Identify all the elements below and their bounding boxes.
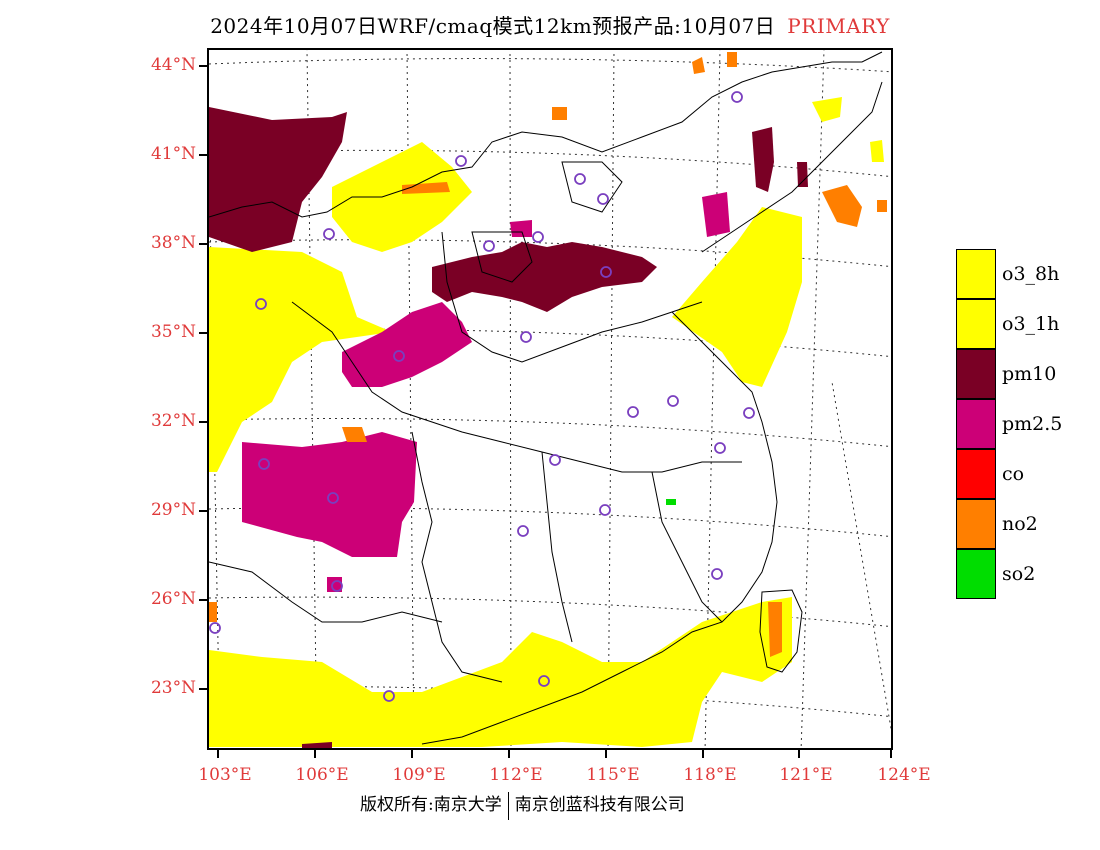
lat-tick	[199, 510, 207, 512]
station-markers	[209, 91, 755, 702]
legend-swatch	[956, 549, 996, 599]
lon-tick	[798, 750, 800, 758]
no2-regions	[209, 52, 887, 657]
legend: o3_8h o3_1h pm10 pm2.5 co no2 so2	[956, 249, 1082, 599]
legend-label: no2	[1002, 513, 1038, 535]
map-title: 2024年10月07日WRF/cmaq模式12km预报产品:10月07日 PRIM…	[0, 10, 1100, 39]
boundaries	[209, 51, 883, 745]
so2-regions	[666, 499, 676, 505]
lon-tick	[314, 750, 316, 758]
lon-label-118: 118°E	[683, 765, 737, 785]
lon-label-112: 112°E	[489, 765, 543, 785]
legend-item-o3-8h: o3_8h	[956, 249, 1082, 299]
legend-item-o3-1h: o3_1h	[956, 299, 1082, 349]
lat-tick	[199, 599, 207, 601]
lon-label-106: 106°E	[295, 765, 349, 785]
lat-label-32: 32°N	[150, 411, 196, 431]
legend-swatch	[956, 449, 996, 499]
lon-tick	[217, 750, 219, 758]
lon-label-103: 103°E	[198, 765, 252, 785]
lat-tick	[199, 421, 207, 423]
pm10-regions	[209, 107, 808, 748]
primary-tag: PRIMARY	[787, 14, 890, 38]
lon-tick	[702, 750, 704, 758]
lon-label-121: 121°E	[779, 765, 833, 785]
legend-swatch	[956, 349, 996, 399]
legend-label: pm2.5	[1002, 413, 1063, 435]
copyright-footer: 版权所有:南京大学 南京创蓝科技有限公司	[360, 790, 685, 820]
map-canvas[interactable]	[209, 50, 893, 750]
lat-label-44: 44°N	[150, 55, 196, 75]
legend-swatch	[956, 299, 996, 349]
legend-item-co: co	[956, 449, 1082, 499]
lon-label-109: 109°E	[392, 765, 446, 785]
lat-tick	[199, 243, 207, 245]
lon-label-124: 124°E	[877, 765, 931, 785]
legend-label: co	[1002, 463, 1025, 485]
pm25-regions	[242, 192, 730, 592]
lat-tick	[199, 332, 207, 334]
footer-divider	[507, 791, 509, 820]
lat-label-35: 35°N	[150, 322, 196, 342]
legend-label: so2	[1002, 563, 1036, 585]
legend-label: o3_8h	[1002, 263, 1060, 285]
lon-tick	[605, 750, 607, 758]
legend-item-so2: so2	[956, 549, 1082, 599]
legend-swatch	[956, 249, 996, 299]
lat-label-23: 23°N	[150, 678, 196, 698]
map-panel[interactable]	[207, 48, 893, 750]
legend-item-no2: no2	[956, 499, 1082, 549]
lat-label-29: 29°N	[150, 500, 196, 520]
lat-label-26: 26°N	[150, 589, 196, 609]
lon-label-115: 115°E	[586, 765, 640, 785]
o3-regions	[209, 97, 884, 747]
copyright-left: 版权所有:南京大学	[360, 795, 502, 815]
legend-swatch	[956, 499, 996, 549]
lon-tick	[508, 750, 510, 758]
lat-tick	[199, 65, 207, 67]
legend-label: pm10	[1002, 363, 1057, 385]
title-text: 2024年10月07日WRF/cmaq模式12km预报产品:10月07日	[210, 14, 776, 38]
lon-tick	[411, 750, 413, 758]
copyright-right: 南京创蓝科技有限公司	[514, 795, 685, 815]
legend-item-pm25: pm2.5	[956, 399, 1082, 449]
lat-label-38: 38°N	[150, 233, 196, 253]
legend-swatch	[956, 399, 996, 449]
legend-item-pm10: pm10	[956, 349, 1082, 399]
lat-tick	[199, 154, 207, 156]
lon-tick	[890, 750, 892, 758]
lat-tick	[199, 688, 207, 690]
lat-label-41: 41°N	[150, 144, 196, 164]
legend-label: o3_1h	[1002, 313, 1060, 335]
